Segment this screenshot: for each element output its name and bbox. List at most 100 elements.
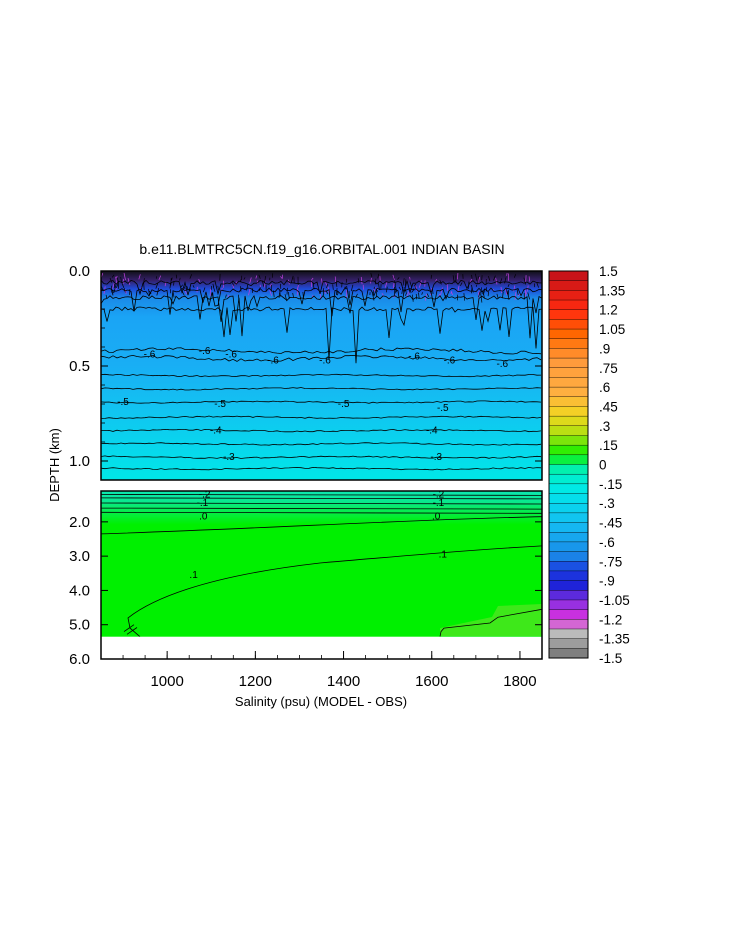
surface-noise-mark [514, 292, 517, 300]
surface-noise-mark [335, 280, 338, 287]
surface-noise-mark [513, 274, 517, 278]
surface-noise-mark [179, 277, 181, 281]
surface-noise-mark [255, 275, 258, 279]
contour-label: -.6 [408, 352, 420, 363]
upper-contour-line [101, 373, 542, 378]
x-tick-label: 1400 [327, 673, 360, 690]
colorbar: 1.5 1.35 1.2 1.05 .9 .75 .6 .45 .3 .15 0 -.15 -.3 -.4… [548, 264, 630, 666]
x-tick-label: 1600 [415, 673, 448, 690]
surface-noise-mark [516, 288, 519, 296]
surface-noise-mark [281, 274, 284, 279]
colorbar-bin [548, 580, 589, 591]
colorbar-bin [548, 561, 589, 572]
surface-noise-mark [348, 290, 350, 298]
colorbar-bin [548, 319, 589, 330]
contour-label: -.3 [223, 452, 235, 463]
surface-noise-mark [505, 287, 508, 295]
contour-label: -.6 [444, 355, 456, 366]
colorbar-label: -.45 [599, 516, 622, 531]
surface-noise-mark [524, 288, 527, 295]
surface-noise-mark [381, 293, 384, 296]
colorbar-label: -.15 [599, 477, 622, 492]
surface-noise-mark [148, 288, 150, 296]
surface-noise-mark [384, 281, 388, 288]
colorbar-label: -1.2 [599, 612, 622, 627]
surface-noise-mark [225, 294, 227, 298]
surface-noise-mark [496, 293, 499, 299]
y-tick-label: 4.0 [69, 582, 90, 599]
x-axis-ticks: 1000 1200 1400 1600 1800 [122, 651, 537, 690]
upper-panel: -.6 -.6 -.6 -.6 -.6 -.6 -.6 -.6 -.5 -.5 -.5 -.5 -.4 -… [100, 270, 543, 481]
colorbar-label: .3 [599, 419, 610, 434]
contour-label: -.6 [144, 350, 156, 361]
surface-noise-mark [111, 274, 115, 278]
surface-noise-mark [278, 292, 280, 298]
lower-contour-line [101, 502, 542, 505]
surface-noise-mark [138, 274, 141, 280]
y-tick-label: 3.0 [69, 548, 90, 565]
surface-noise-mark [269, 290, 273, 296]
y-tick-label: 0.0 [69, 263, 90, 280]
colorbar-bin [548, 648, 589, 659]
colorbar-bin [548, 377, 589, 388]
colorbar-label: .9 [599, 341, 610, 356]
surface-noise-mark [374, 278, 377, 285]
contour-label: -.6 [225, 350, 237, 361]
colorbar-bin [548, 444, 589, 456]
surface-noise-mark [426, 293, 430, 298]
surface-noise-mark [181, 291, 185, 296]
surface-noise-mark [517, 293, 520, 297]
colorbar-bin [548, 348, 589, 359]
colorbar-bin [548, 357, 589, 369]
colorbar-label: 0 [599, 458, 607, 473]
colorbar-bin [548, 619, 589, 630]
upper-contour-line [101, 354, 542, 362]
colorbar-bin [548, 338, 589, 349]
lower-contour-line [101, 507, 542, 510]
surface-noise-mark [513, 285, 516, 292]
surface-noise-mark [370, 277, 372, 284]
surface-noise-mark [398, 286, 402, 290]
surface-noise-mark [528, 276, 530, 282]
surface-noise-mark [505, 289, 508, 296]
surface-noise-mark [412, 294, 414, 302]
contour-label: -.2 [433, 489, 445, 500]
surface-noise-mark [113, 285, 117, 293]
surface-noise-mark [475, 273, 478, 281]
contour-label: .1 [189, 570, 198, 581]
surface-noise-mark [507, 284, 510, 288]
colorbar-label: .75 [599, 361, 618, 376]
surface-noise-mark [232, 284, 235, 289]
colorbar-bin [548, 328, 589, 340]
surface-noise-mark [419, 280, 422, 288]
surface-noise-mark [488, 275, 491, 282]
upper-contour-line [101, 347, 542, 355]
contour-label: -.1 [197, 498, 209, 509]
surface-noise-mark [173, 281, 175, 286]
surface-noise-mark [175, 274, 178, 279]
colorbar-bin [548, 299, 589, 311]
colorbar-label: .15 [599, 438, 618, 453]
surface-noise-mark [377, 273, 380, 279]
colorbar-bin [548, 406, 589, 417]
upper-contour-line [101, 415, 542, 419]
surface-noise-mark [451, 292, 454, 296]
surface-noise-mark [480, 287, 482, 296]
surface-noise-mark [373, 288, 376, 292]
colorbar-label: 1.35 [599, 283, 625, 298]
contour-label: .0 [432, 512, 441, 523]
lower-contour-line [101, 494, 542, 496]
colorbar-bin [548, 590, 589, 601]
upper-contour-line [101, 279, 542, 296]
lower-contours [101, 494, 542, 638]
contour-label: -.5 [437, 403, 449, 414]
surface-noise-mark [409, 281, 413, 288]
colorbar-bin [548, 483, 589, 495]
surface-noise-mark [192, 285, 195, 288]
surface-noise-mark [279, 290, 281, 297]
colorbar-frame [548, 270, 589, 659]
surface-noise-mark [411, 290, 414, 293]
surface-noise-mark [438, 293, 441, 297]
y-tick-label: 2.0 [69, 514, 90, 531]
